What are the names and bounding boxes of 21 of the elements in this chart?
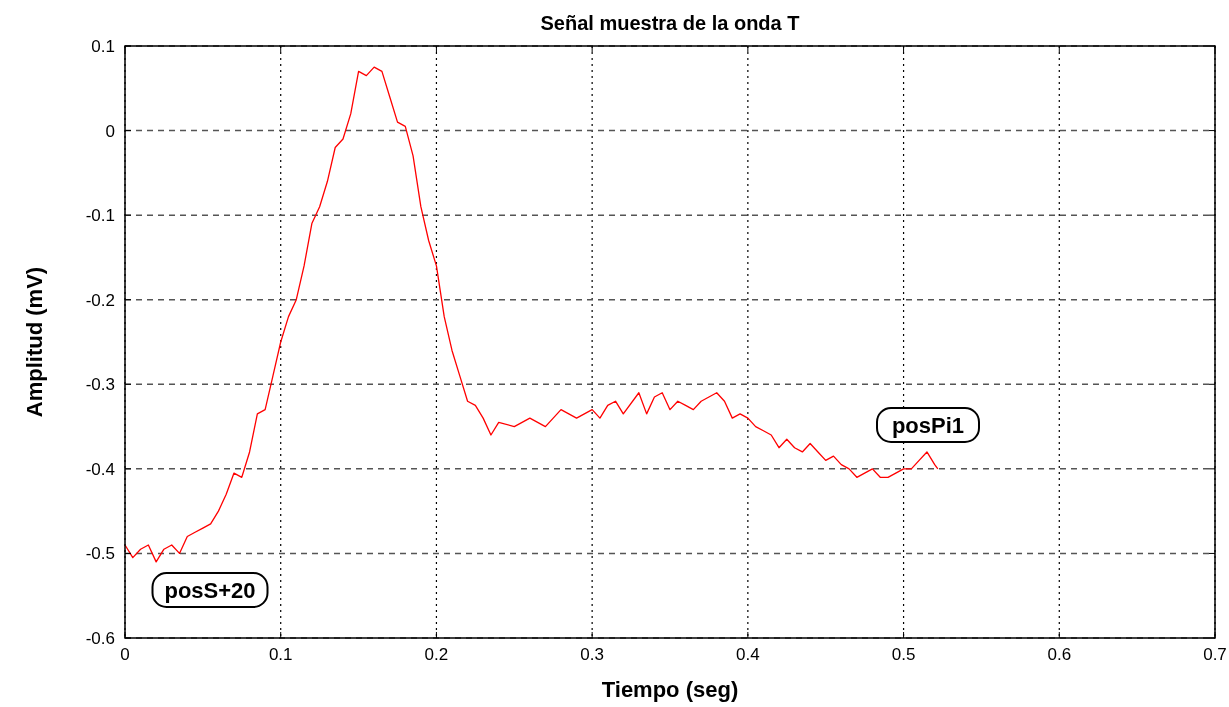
y-tick-label: -0.6 [85, 628, 115, 648]
x-tick-label: 0 [120, 645, 130, 664]
x-tick-label: 0.3 [580, 645, 604, 664]
x-tick-label: 0.2 [424, 645, 449, 664]
x-tick-label: 0.5 [891, 645, 916, 664]
x-tick-label: 0.4 [736, 645, 760, 664]
y-tick-label: -0.5 [85, 544, 115, 564]
y-tick-label: -0.3 [85, 375, 115, 395]
y-tick-label: -0.4 [85, 459, 115, 479]
x-tick-label: 0.7 [1203, 645, 1227, 664]
x-tick-label: 0.6 [1047, 645, 1072, 664]
y-axis-title: Amplitud (mV) [22, 266, 47, 418]
y-tick-label: -0.2 [85, 290, 115, 310]
y-tick-label: 0.1 [91, 36, 115, 56]
chart-title: Señal muestra de la onda T [540, 12, 800, 34]
annotation: posPi1 [891, 412, 965, 438]
x-tick-label: 0.1 [268, 645, 293, 664]
annotation: posS+20 [164, 577, 256, 603]
x-axis-title: Tiempo (seg) [601, 677, 739, 702]
y-tick-label: 0 [105, 121, 115, 141]
y-tick-label: -0.1 [85, 206, 115, 226]
